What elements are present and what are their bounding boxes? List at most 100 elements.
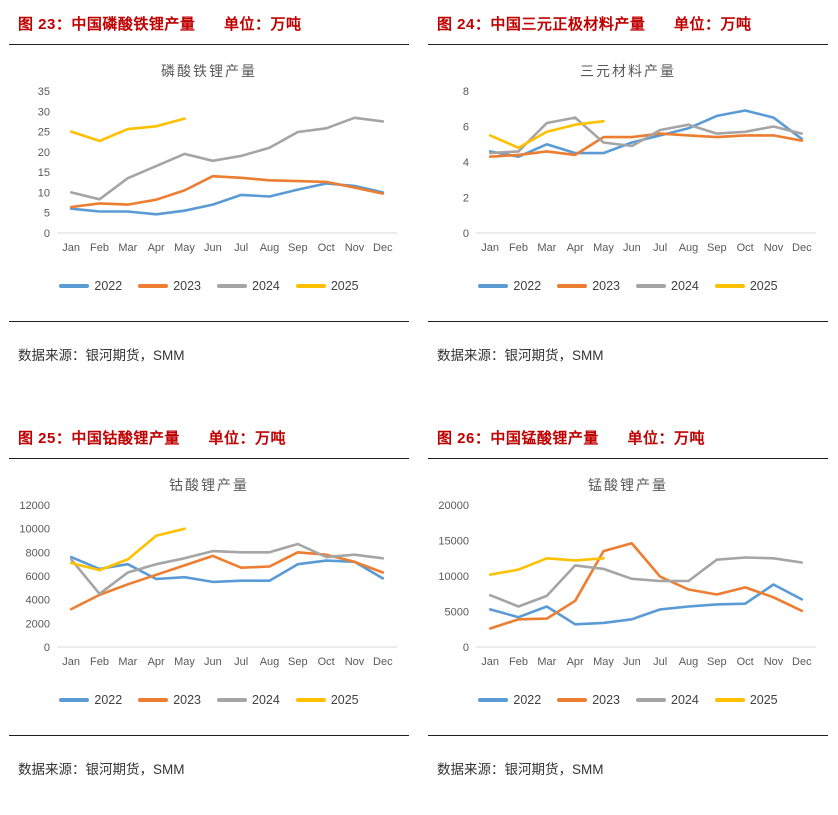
series-2025-line <box>488 556 605 576</box>
figure-23-legend: 2022 2023 2024 2025 <box>9 279 409 293</box>
legend-item-2024: 2024 <box>217 693 280 707</box>
figure-24-chart-title: 三元材料产量 <box>580 63 676 79</box>
legend-label: 2024 <box>671 279 699 293</box>
figure-25-caption: 图 25：中国钴酸锂产量 单位：万吨 <box>9 414 409 458</box>
legend-item-2022: 2022 <box>478 279 541 293</box>
series-2022-line <box>69 555 385 584</box>
y-tick-label: 0 <box>44 642 50 654</box>
series-2025-line <box>69 117 186 143</box>
legend-item-2022: 2022 <box>59 279 122 293</box>
x-tick-label: Feb <box>509 242 528 254</box>
legend-item-2023: 2023 <box>557 693 620 707</box>
y-tick-label: 6000 <box>26 571 50 583</box>
x-tick-label: Dec <box>373 242 393 254</box>
legend-swatch <box>217 698 247 702</box>
x-tick-label: Sep <box>707 656 727 668</box>
legend-label: 2023 <box>173 279 201 293</box>
legend-label: 2024 <box>252 279 280 293</box>
y-tick-label: 30 <box>38 106 50 118</box>
y-tick-label: 15 <box>38 167 50 179</box>
legend-label: 2024 <box>252 693 280 707</box>
legend-swatch <box>714 284 745 288</box>
figure-25-legend: 2022 2023 2024 2025 <box>9 693 409 707</box>
x-tick-label: Sep <box>288 656 308 668</box>
legend-item-2024: 2024 <box>636 693 699 707</box>
legend-swatch <box>138 284 169 288</box>
x-tick-label: Nov <box>345 242 365 254</box>
y-tick-label: 20 <box>38 147 50 159</box>
x-tick-label: Sep <box>707 242 727 254</box>
figure-26-legend: 2022 2023 2024 2025 <box>428 693 828 707</box>
figure-24-source-note: 数据来源：银河期货，SMM <box>437 348 604 363</box>
figure-26-line-chart: 0 5000 10000 15000 20000 Jan Feb Mar Apr May Jun Ju… <box>428 497 828 689</box>
legend-label: 2022 <box>94 693 123 707</box>
x-tick-label: Oct <box>737 242 754 254</box>
legend-label: 2022 <box>513 279 542 293</box>
figure-23-caption-text: 图 23：中国磷酸铁锂产量 <box>18 16 196 33</box>
x-tick-label: Dec <box>792 656 812 668</box>
figure-26: 图 26：中国锰酸锂产量 单位：万吨 锰酸锂产量 0 5000 10000 15000… <box>419 414 838 778</box>
figure-24-legend: 2022 2023 2024 2025 <box>428 279 828 293</box>
x-tick-label: Aug <box>260 656 280 668</box>
legend-swatch <box>59 698 90 702</box>
chart-canvas: 0 2 4 6 8 Jan Feb Mar Apr May Jun Jul Aug Sep Oct Nov De… <box>463 86 816 254</box>
figure-24-unit-label: 单位：万吨 <box>674 16 752 33</box>
legend-swatch <box>478 698 509 702</box>
y-tick-label: 2 <box>463 193 469 205</box>
figure-25-unit-label: 单位：万吨 <box>208 430 287 447</box>
y-tick-label: 8 <box>463 86 469 98</box>
x-tick-label: Oct <box>318 242 335 254</box>
y-tick-label: 2000 <box>26 618 50 630</box>
series-2023-line <box>69 174 385 209</box>
x-tick-label: Oct <box>318 656 335 668</box>
series-2025-line <box>69 527 186 572</box>
figure-26-unit-label: 单位：万吨 <box>627 430 706 447</box>
figure-23-chart-title: 磷酸铁锂产量 <box>161 63 257 79</box>
x-tick-label: Aug <box>679 656 699 668</box>
x-tick-label: Jan <box>481 242 499 254</box>
legend-item-2024: 2024 <box>636 279 699 293</box>
legend-swatch <box>295 284 326 288</box>
legend-swatch <box>295 698 326 702</box>
legend-swatch <box>59 284 90 288</box>
x-tick-label: Nov <box>345 656 365 668</box>
x-tick-label: Feb <box>509 656 528 668</box>
x-tick-label: Mar <box>537 242 556 254</box>
y-tick-label: 35 <box>38 86 50 98</box>
legend-label: 2023 <box>592 279 620 293</box>
y-tick-label: 12000 <box>19 500 50 512</box>
figure-23-caption: 图 23：中国磷酸铁锂产量 单位：万吨 <box>9 0 409 44</box>
legend-swatch <box>557 698 588 702</box>
figure-24-panel: 三元材料产量 0 2 4 6 8 Jan Feb Mar Apr May Jun Jul Aug Sep O… <box>428 44 828 322</box>
y-tick-label: 8000 <box>26 547 50 559</box>
figure-24-line-chart: 0 2 4 6 8 Jan Feb Mar Apr May Jun Jul Aug Sep Oct Nov De… <box>428 83 828 275</box>
figure-25-caption-text: 图 25：中国钴酸锂产量 <box>18 430 180 447</box>
chart-canvas: 0 2000 4000 6000 8000 10000 12000 Jan Feb Mar Apr M… <box>19 500 397 668</box>
figure-24-caption-text: 图 24：中国三元正极材料产量 <box>437 16 646 33</box>
legend-label: 2025 <box>749 279 778 293</box>
legend-label: 2023 <box>173 693 201 707</box>
legend-item-2022: 2022 <box>59 693 122 707</box>
x-tick-label: Mar <box>118 242 137 254</box>
figure-25-line-chart: 0 2000 4000 6000 8000 10000 12000 Jan Feb Mar Apr M… <box>9 497 409 689</box>
figure-25-panel: 钴酸锂产量 0 2000 4000 6000 8000 10000 12000 Jan Feb M… <box>9 458 409 736</box>
figure-24: 图 24：中国三元正极材料产量 单位：万吨 三元材料产量 0 2 4 6 8 Jan Feb… <box>419 0 838 414</box>
y-tick-label: 10000 <box>438 571 469 583</box>
figure-25: 图 25：中国钴酸锂产量 单位：万吨 钴酸锂产量 0 2000 4000 6000 80… <box>0 414 419 778</box>
y-tick-label: 10000 <box>19 524 50 536</box>
legend-swatch <box>478 284 509 288</box>
x-tick-label: Nov <box>764 242 784 254</box>
y-tick-label: 6 <box>463 122 469 134</box>
x-tick-label: Apr <box>148 656 165 668</box>
x-tick-label: May <box>174 242 195 254</box>
legend-label: 2025 <box>330 279 359 293</box>
x-tick-label: May <box>174 656 195 668</box>
series-2022-line <box>69 182 385 216</box>
figure-23: 图 23：中国磷酸铁锂产量 单位：万吨 磷酸铁锂产量 0 5 10 15 20 25 30 3… <box>0 0 419 414</box>
legend-swatch <box>714 698 745 702</box>
legend-label: 2025 <box>749 693 778 707</box>
series-2024-line <box>488 116 804 155</box>
y-tick-label: 25 <box>38 127 50 139</box>
x-tick-label: Dec <box>373 656 393 668</box>
legend-swatch <box>636 698 666 702</box>
